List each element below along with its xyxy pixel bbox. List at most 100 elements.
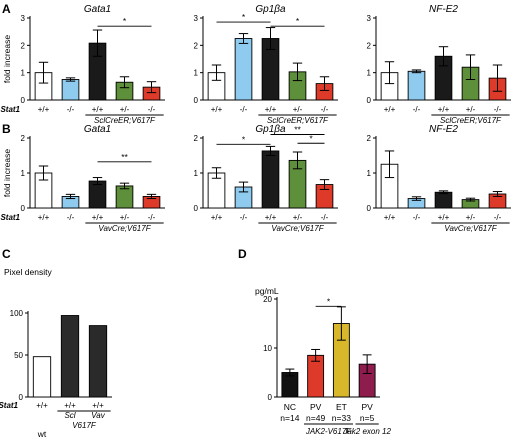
A-nfe2-title: NF-E2 xyxy=(429,4,458,15)
A-gp1b-ytick-label-3: 3 xyxy=(194,14,199,23)
C-category-2: +/+ xyxy=(92,401,104,410)
A-gata1-ytick-label-2: 2 xyxy=(21,41,26,50)
A-nfe2-ytick-label-3: 3 xyxy=(367,14,372,23)
C-below-label-0: wt xyxy=(37,429,47,439)
B-gp1b-under-label: VavCre;V617F xyxy=(271,224,324,233)
B-gata1-ylabel: fold increase xyxy=(2,149,12,197)
A-gp1b-category-3: +/- xyxy=(293,105,303,114)
A-gp1b-sig-label-0: * xyxy=(242,12,246,22)
C-bar-0 xyxy=(32,356,52,398)
B-gata1-category-1: -/- xyxy=(67,213,75,222)
B-nfe2-category-1: -/- xyxy=(413,213,421,222)
B-gp1b-ytick-label-1: 1 xyxy=(194,169,199,178)
A-nfe2-ytick-label-2: 2 xyxy=(367,41,372,50)
C-ytick-label-2: 100 xyxy=(10,309,24,318)
B-gata1-title: Gata1 xyxy=(84,124,111,135)
B-gata1-ytick-label-2: 2 xyxy=(21,134,26,143)
B-nfe2-bar-2 xyxy=(434,191,453,209)
B-gp1b-title: Gp1βa xyxy=(255,124,286,135)
A-gata1-ylabel: fold increase xyxy=(2,35,12,83)
A-gata1-category-3: +/- xyxy=(120,105,130,114)
B-gata1-category-3: +/- xyxy=(120,213,130,222)
B-gp1b-sig-label-1: ** xyxy=(294,125,301,135)
B-gata1-under-label: VavCre;V617F xyxy=(98,224,151,233)
D-n-label-2: n=33 xyxy=(332,413,351,423)
A-gp1b-ytick-label-0: 0 xyxy=(194,96,199,105)
A-gp1b-title: Gp1βa xyxy=(255,4,286,15)
D-ytick-label-2: 20 xyxy=(263,295,272,304)
A-gata1-category-1: -/- xyxy=(67,105,75,114)
B-nfe2-ytick-label-1: 1 xyxy=(367,169,372,178)
B-gp1b-sig-label-2: * xyxy=(309,133,313,143)
C-title: Pixel density xyxy=(4,267,52,277)
D-category-3: PV xyxy=(361,402,373,412)
D-group-label-1: Jak2 exon 12 xyxy=(342,427,391,436)
A-nfe2-bar-1 xyxy=(407,70,426,101)
B-nfe2-under-label: VavCre;V617F xyxy=(444,224,497,233)
A-gata1-category-2: +/+ xyxy=(92,105,104,114)
C-sublabel-2: Vav xyxy=(91,411,105,420)
A-gp1b-category-1: -/- xyxy=(240,105,248,114)
A-nfe2-category-2: +/+ xyxy=(438,105,450,114)
C-row-label: Stat1 xyxy=(0,401,19,410)
B-gata1-category-0: +/+ xyxy=(38,213,50,222)
D-category-0: NC xyxy=(284,402,296,412)
A-nfe2-ytick-label-1: 1 xyxy=(367,69,372,78)
C-category-0: +/+ xyxy=(36,401,48,410)
D-category-1: PV xyxy=(310,402,322,412)
A-gp1b-bar-1 xyxy=(234,38,253,101)
A-gata1-bar-1 xyxy=(61,79,80,101)
A-gata1-ytick-label-0: 0 xyxy=(21,96,26,105)
B-gp1b-category-0: +/+ xyxy=(211,213,223,222)
B-gp1b-category-4: -/- xyxy=(321,213,329,222)
D-n-label-1: n=49 xyxy=(306,413,325,423)
C-ytick-label-1: 50 xyxy=(14,351,23,360)
B-gp1b-ytick-label-0: 0 xyxy=(194,204,199,213)
D-category-2: ET xyxy=(336,402,347,412)
D-ylabel: pg/mL xyxy=(255,286,279,296)
B-nfe2-category-3: +/- xyxy=(466,213,476,222)
B-gata1-category-4: -/- xyxy=(148,213,156,222)
C-sublabel-1: Scl xyxy=(64,411,75,420)
A-gata1-ytick-label-1: 1 xyxy=(21,69,26,78)
A-gp1b-sig-label-1: * xyxy=(296,16,300,26)
panel-letter-b: B xyxy=(2,122,11,136)
B-gata1-category-2: +/+ xyxy=(92,213,104,222)
A-gp1b-category-4: -/- xyxy=(321,105,329,114)
panel-letter-c: C xyxy=(2,247,11,261)
B-nfe2-category-2: +/+ xyxy=(438,213,450,222)
charts-layer: 0 1 2 3 Gata1 fold increase * +/+ -/- +/+ +/- -/- St… xyxy=(0,4,511,439)
A-gp1b-category-0: +/+ xyxy=(211,105,223,114)
A-gata1-title: Gata1 xyxy=(84,4,111,15)
C-bar-1 xyxy=(60,315,80,398)
D-n-label-3: n=5 xyxy=(360,413,375,423)
A-nfe2-category-1: -/- xyxy=(413,105,421,114)
A-nfe2-category-3: +/- xyxy=(466,105,476,114)
A-gata1-ytick-label-3: 3 xyxy=(21,14,26,23)
B-gata1-ytick-label-0: 0 xyxy=(21,204,26,213)
A-gp1b-ytick-label-1: 1 xyxy=(194,69,199,78)
D-ytick-label-0: 0 xyxy=(268,393,273,402)
B-gp1b-sig-label-0: * xyxy=(242,134,246,144)
D-ytick-label-1: 10 xyxy=(263,344,272,353)
B-gp1b-category-2: +/+ xyxy=(265,213,277,222)
B-gp1b-bar-2 xyxy=(261,150,280,209)
D-n-label-0: n=14 xyxy=(280,413,299,423)
B-nfe2-ytick-label-0: 0 xyxy=(367,204,372,213)
C-bar-2 xyxy=(88,325,108,398)
B-gata1-ytick-label-1: 1 xyxy=(21,169,26,178)
A-gata1-category-0: +/+ xyxy=(38,105,50,114)
panel-letter-a: A xyxy=(2,2,11,16)
C-under-label: V617F xyxy=(72,421,97,430)
B-gp1b-category-1: -/- xyxy=(240,213,248,222)
B-nfe2-category-4: -/- xyxy=(494,213,502,222)
B-gata1-bar-2 xyxy=(88,180,107,209)
B-nfe2-title: NF-E2 xyxy=(429,124,458,135)
B-gata1-bar-3 xyxy=(115,185,134,209)
B-gata1-sig-label-0: ** xyxy=(121,152,128,162)
B-gp1b-category-3: +/- xyxy=(293,213,303,222)
B-nfe2-ytick-label-2: 2 xyxy=(367,134,372,143)
A-nfe2-category-4: -/- xyxy=(494,105,502,114)
D-group-label-0: JAK2-V617F xyxy=(305,427,352,436)
